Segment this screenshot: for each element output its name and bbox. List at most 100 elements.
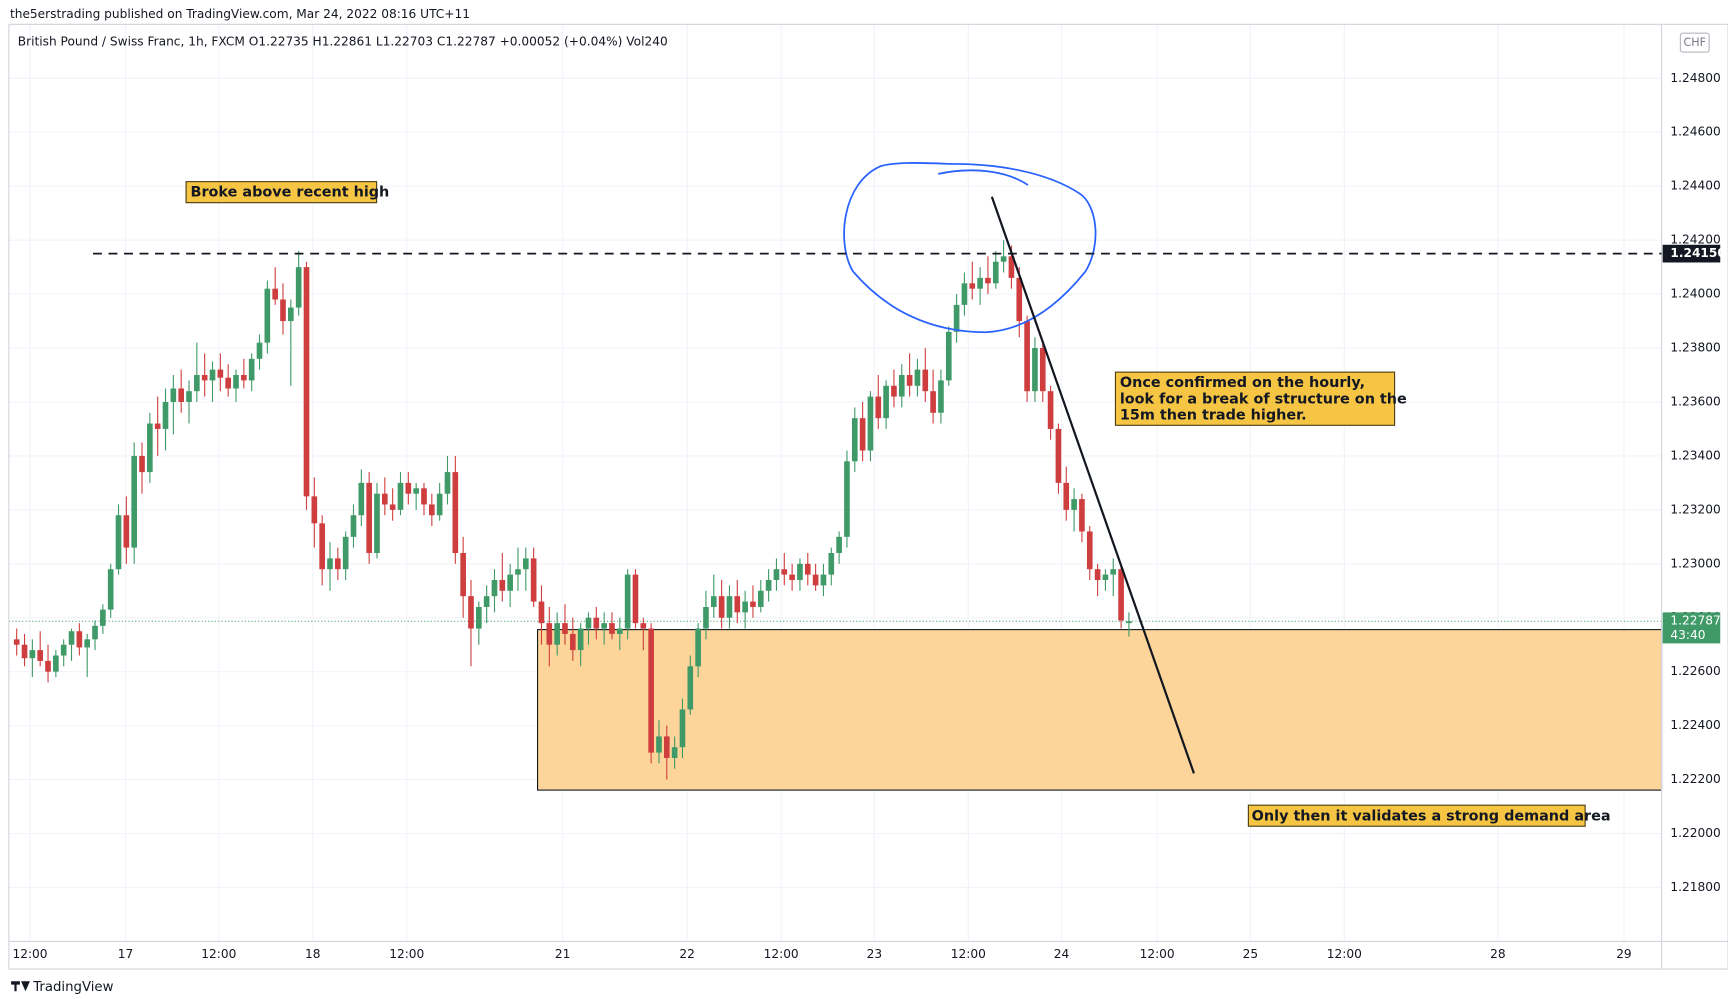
candle-body xyxy=(726,596,733,618)
candle-body xyxy=(170,388,177,402)
y-tick-label: 1.24600 xyxy=(1670,125,1720,139)
candle-body xyxy=(859,418,866,451)
candle-body xyxy=(742,601,748,613)
candle-body xyxy=(530,558,537,602)
candle-body xyxy=(757,590,764,607)
y-tick-label: 1.23800 xyxy=(1670,341,1720,355)
plot xyxy=(8,240,1663,791)
candle-body xyxy=(115,515,122,570)
candle-body xyxy=(1047,391,1054,429)
candle-body xyxy=(53,655,59,672)
x-tick-label: 17 xyxy=(118,947,134,961)
candle-body xyxy=(139,455,145,473)
candle-body xyxy=(930,391,936,413)
candle-body xyxy=(938,380,944,413)
candle-body xyxy=(429,504,435,516)
candle-body xyxy=(45,660,51,672)
y-tick-label: 1.23200 xyxy=(1670,502,1720,516)
annotation: 15m then trade higher. xyxy=(1120,407,1307,423)
candle-body xyxy=(773,569,780,580)
candle-body xyxy=(867,396,874,451)
x-tick-label: 23 xyxy=(867,947,883,961)
candle-body xyxy=(507,574,513,591)
x-tick-label: 29 xyxy=(1616,947,1632,961)
candle-body xyxy=(76,631,83,648)
candle-body xyxy=(703,606,709,629)
footer: TradingView xyxy=(32,980,113,995)
candle-body xyxy=(29,650,36,659)
x-tick-label: 12:00 xyxy=(12,947,47,961)
candle-body xyxy=(710,596,717,607)
candle-body xyxy=(123,515,130,548)
candle-body xyxy=(92,625,98,640)
candle-body xyxy=(977,277,983,289)
candle-body xyxy=(616,628,623,634)
x-tick-label: 18 xyxy=(305,947,321,961)
candle-body xyxy=(601,623,607,629)
demand-zone xyxy=(537,629,1663,791)
y-tick-label: 1.22400 xyxy=(1670,718,1720,732)
x-tick-label: 28 xyxy=(1490,947,1506,961)
candle-body xyxy=(178,388,184,402)
candle-body xyxy=(60,644,67,656)
candle-body xyxy=(1126,621,1132,624)
candle-body xyxy=(1086,531,1093,570)
candle-body xyxy=(444,472,451,494)
candle-body xyxy=(1110,569,1117,575)
candle-body xyxy=(1055,428,1062,483)
y-tick-label: 1.24400 xyxy=(1670,179,1720,193)
candle-body xyxy=(906,374,913,386)
candle-body xyxy=(162,401,169,429)
candle-body xyxy=(1024,321,1030,392)
candle-body xyxy=(421,488,427,505)
candle-body xyxy=(68,631,75,645)
candle-body xyxy=(1016,277,1023,322)
candle-body xyxy=(475,606,482,629)
candle-body xyxy=(609,623,615,634)
candle-body xyxy=(695,628,701,667)
annotation-box xyxy=(185,181,378,204)
y-tick-label: 1.24800 xyxy=(1670,71,1720,85)
countdown: 43:40 xyxy=(1670,628,1705,642)
candle-body xyxy=(382,493,388,505)
legend: British Pound / Swiss Franc, 1h, FXCM O1… xyxy=(18,35,668,49)
candle-body xyxy=(389,504,396,510)
candle-body xyxy=(248,358,255,381)
candle-body xyxy=(538,601,545,624)
candle-body xyxy=(288,307,294,322)
candle-body xyxy=(201,374,208,381)
candle-body xyxy=(844,461,850,537)
last-price-label: 1.22787 xyxy=(1670,614,1720,628)
candle-body xyxy=(358,482,365,516)
candle-body xyxy=(413,488,419,494)
currency: CHF xyxy=(1684,36,1706,49)
candle-body xyxy=(327,558,333,570)
candle-body xyxy=(577,628,584,651)
candle-body xyxy=(186,391,192,402)
annotation: Only then it validates a strong demand a… xyxy=(1252,808,1611,824)
candle-body xyxy=(734,596,741,613)
y-tick-label: 1.24200 xyxy=(1670,233,1720,247)
x-tick-label: 12:00 xyxy=(764,947,799,961)
tv-logo xyxy=(11,981,30,992)
candle-body xyxy=(836,536,842,554)
candle-body xyxy=(891,385,897,397)
currency-box xyxy=(1679,32,1710,53)
resistance-label-bg xyxy=(1662,244,1721,263)
candle-body xyxy=(945,331,952,381)
candle-body xyxy=(883,385,889,419)
resistance-label: 1.24150 xyxy=(1670,246,1725,260)
candle-body xyxy=(452,472,459,554)
annotation-box xyxy=(1114,371,1396,426)
circle-drawing xyxy=(843,162,1097,334)
candle-body xyxy=(366,482,372,554)
y-tick-label: 1.22000 xyxy=(1670,826,1720,840)
candle-body xyxy=(671,747,678,758)
candle-body xyxy=(256,342,263,359)
candle-body xyxy=(217,369,224,378)
candle-body xyxy=(21,644,28,659)
y-tick-label: 1.23000 xyxy=(1670,556,1720,570)
candle-body xyxy=(13,639,20,645)
x-tick-label: 12:00 xyxy=(389,947,424,961)
candle-body xyxy=(1079,499,1085,532)
